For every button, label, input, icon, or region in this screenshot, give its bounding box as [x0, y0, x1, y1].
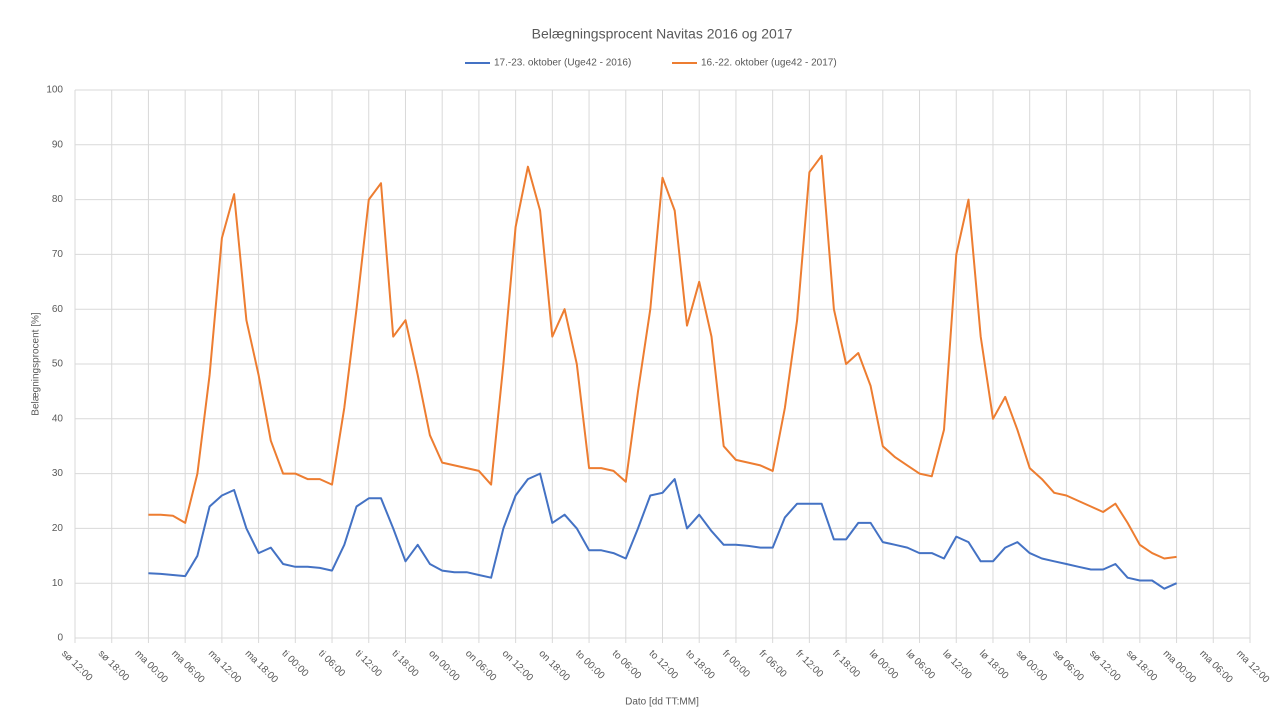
y-tick-label: 70	[52, 249, 64, 260]
chart-title: Belægningsprocent Navitas 2016 og 2017	[532, 26, 793, 42]
y-tick-label: 20	[52, 523, 64, 534]
y-tick-label: 60	[52, 304, 64, 315]
series-line	[148, 472, 1178, 590]
y-tick-label: 40	[52, 413, 64, 424]
legend-label: 16.-22. oktober (uge42 - 2017)	[701, 58, 837, 69]
y-tick-label: 80	[52, 194, 64, 205]
y-tick-label: 90	[52, 139, 64, 150]
y-tick-label: 10	[52, 578, 64, 589]
x-axis-title: Dato [dd TT:MM]	[625, 697, 699, 708]
y-tick-label: 50	[52, 359, 64, 370]
y-tick-label: 0	[57, 633, 63, 644]
y-tick-label: 100	[46, 85, 63, 96]
y-tick-label: 30	[52, 468, 64, 479]
legend-label: 17.-23. oktober (Uge42 - 2016)	[494, 58, 631, 69]
y-axis-title: Belægningsprocent [%]	[31, 312, 42, 416]
series-line	[148, 154, 1177, 560]
